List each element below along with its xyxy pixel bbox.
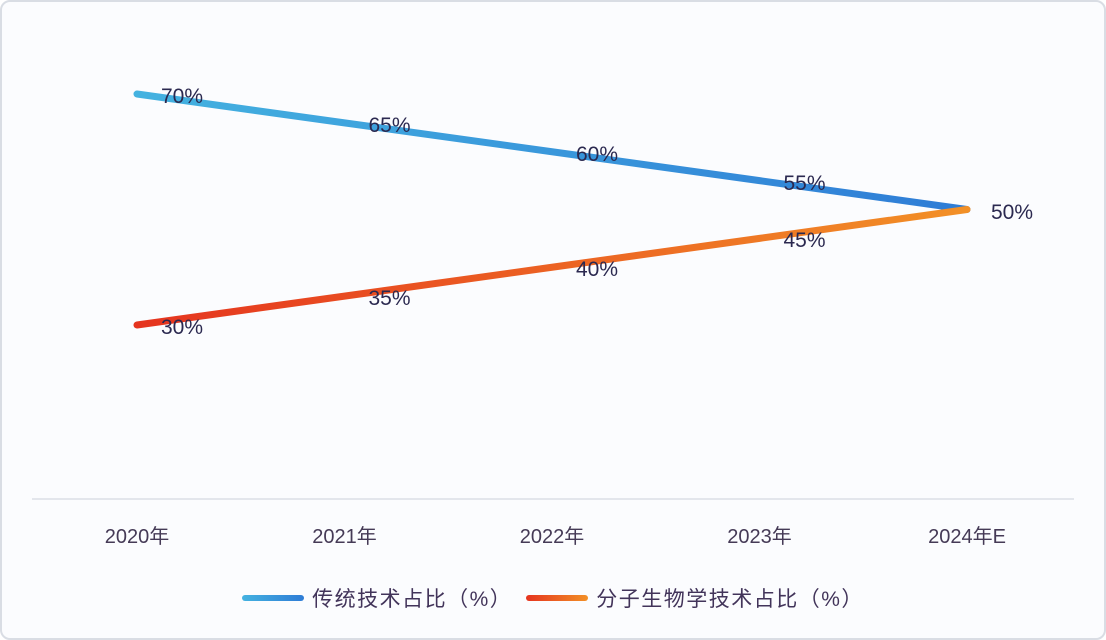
data-point-label: 50%	[991, 200, 1034, 224]
data-point-label: 40%	[576, 258, 619, 282]
x-axis-tick-label: 2022年	[519, 526, 585, 548]
data-point-label: 55%	[783, 171, 826, 195]
series-line-1	[133, 206, 971, 329]
legend-line-icon	[242, 595, 305, 601]
x-axis-tick-label: 2024年E	[928, 526, 1006, 548]
data-point-label: 35%	[368, 287, 411, 311]
x-axis-tick-label: 2023年	[727, 526, 792, 548]
data-point-label: 70%	[161, 85, 204, 108]
legend-label: 传统技术占比（%）	[312, 588, 513, 611]
legend-item-molecular[interactable]: 分子生物学技术占比（%）	[526, 583, 864, 613]
x-axis-tick-label: 2021年	[312, 526, 377, 548]
data-point-label: 30%	[161, 316, 204, 339]
legend-label: 分子生物学技术占比（%）	[596, 588, 864, 611]
legend-item-traditional[interactable]: 传统技术占比（%）	[242, 583, 512, 613]
x-axis-tick-label: 2020年	[104, 526, 170, 548]
data-point-label: 60%	[576, 142, 619, 166]
series-line-0	[133, 90, 971, 213]
legend-line-icon	[526, 595, 589, 601]
legend: 传统技术占比（%） 分子生物学技术占比（%）	[2, 583, 1104, 613]
data-point-label: 45%	[783, 229, 826, 253]
data-point-label: 65%	[368, 113, 411, 137]
